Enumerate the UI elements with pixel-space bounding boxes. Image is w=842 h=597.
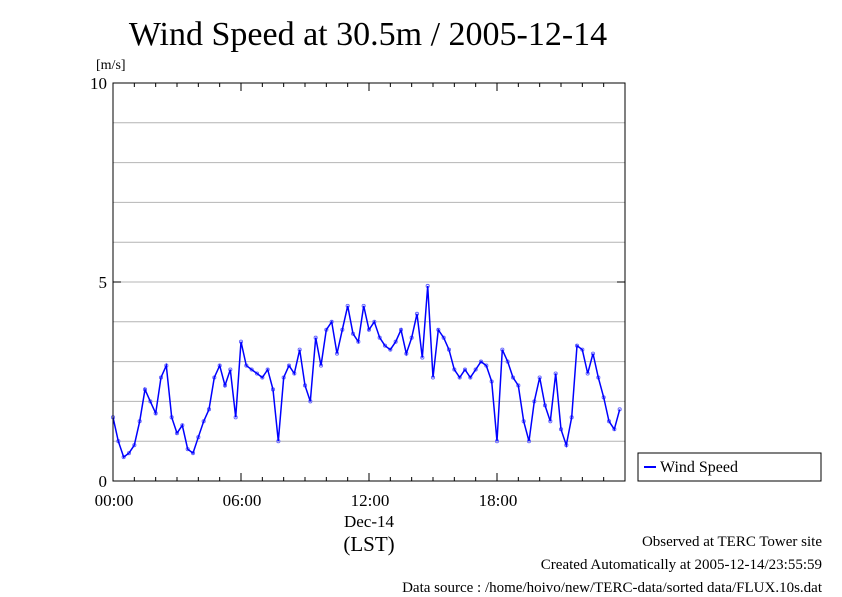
legend: Wind Speed: [637, 452, 822, 482]
y-tick-label: 0: [99, 472, 108, 491]
x-tick-label: 12:00: [351, 491, 390, 510]
y-tick-label: 10: [90, 74, 107, 93]
data-point: [468, 375, 473, 380]
y-axis-ticks: 0 5 10: [90, 74, 625, 491]
x-axis-ticks: 00:00 06:00 12:00 18:00: [95, 83, 605, 510]
x-tick-label: 18:00: [479, 491, 518, 510]
y-tick-label: 5: [99, 273, 108, 292]
footer-site: Observed at TERC Tower site: [641, 534, 822, 550]
x-axis-label: (LST): [343, 532, 394, 556]
legend-box: [637, 452, 822, 482]
legend-entry-wind-speed: Wind Speed: [660, 459, 738, 476]
chart-title: Wind Speed at 30.5m / 2005-12-14: [129, 16, 607, 53]
x-tick-label: 06:00: [223, 491, 262, 510]
scatter-points: [110, 283, 622, 460]
data-point: [249, 367, 254, 372]
x-tick-label: 00:00: [95, 491, 134, 510]
data-point: [462, 367, 468, 372]
x-axis-date-label: Dec-14: [344, 512, 395, 531]
data-point: [478, 359, 484, 364]
data-point: [473, 367, 478, 372]
gridlines: [113, 122, 625, 442]
footer-source: Data source : /home/hoivo/new/TERC-data/…: [402, 580, 822, 596]
wind-speed-line: [112, 285, 621, 459]
data-point: [254, 371, 260, 376]
data-point: [388, 347, 393, 352]
footer-created: Created Automatically at 2005-12-14/23:5…: [540, 557, 822, 573]
data-point: [457, 375, 462, 380]
data-point: [260, 375, 265, 380]
y-axis-label: [m/s]: [96, 58, 126, 73]
data-point: [126, 451, 132, 456]
series-line-wind-speed: [112, 285, 621, 459]
data-point: [382, 343, 388, 348]
